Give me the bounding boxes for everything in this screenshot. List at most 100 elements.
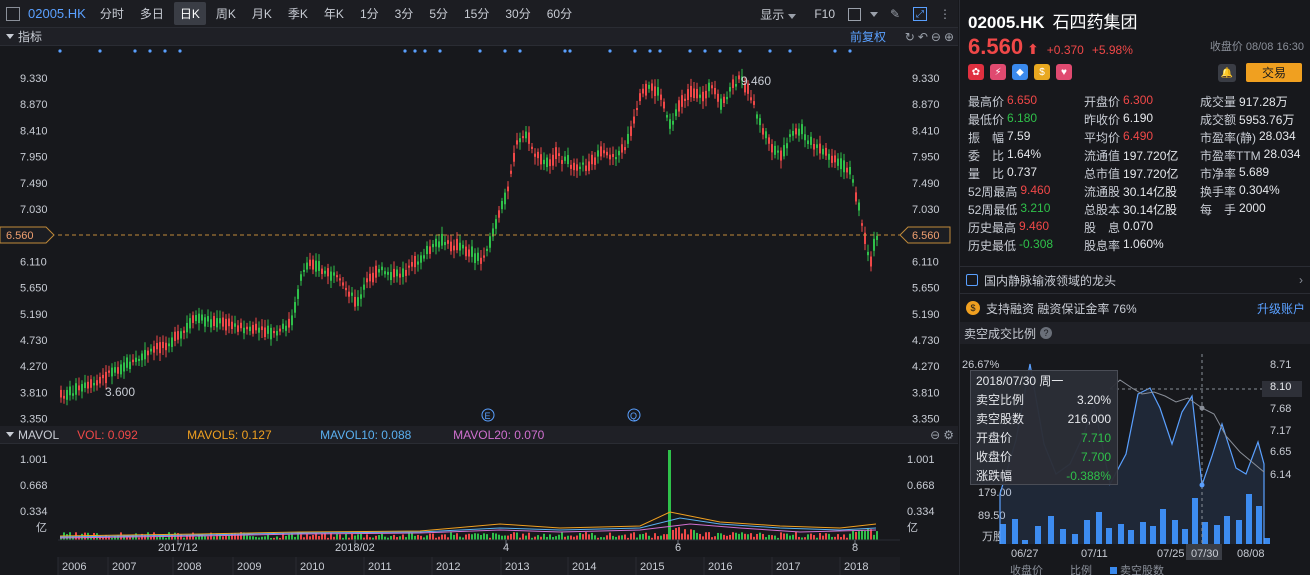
price-chart[interactable]: 9.330 8.870 8.410 7.950 7.490 7.030 6.110 5.650… [0,46,958,426]
candle-body [165,342,167,351]
stat-cell: 每 手 2000 [1200,201,1308,218]
period-daily-k[interactable]: 日K [173,2,206,25]
settings-icon[interactable]: ⚙ [943,427,954,442]
stat-cell: 历史最高 9.460 [968,219,1084,236]
minus-icon[interactable]: ⊖ [930,29,941,44]
candle-body [225,318,227,331]
company-tagline[interactable]: 国内静脉输液领域的龙头 › [960,269,1310,291]
candle-body [393,268,395,278]
dollar-icon[interactable]: $ [1034,64,1050,80]
more-icon[interactable]: ⋮ [939,7,951,21]
period-30min[interactable]: 30分 [505,7,531,21]
undo-icon[interactable]: ↶ [917,29,928,44]
collapse-icon[interactable] [6,34,14,39]
period-60min[interactable]: 60分 [546,7,573,21]
candlesticks [60,68,878,406]
y-tick-label: 7.030 [912,204,940,216]
candle-body [123,362,125,372]
candle-body [744,82,746,93]
y-tick-label: 7.030 [20,204,48,216]
volume-bar [582,534,584,540]
candle-body [351,292,353,296]
period-intraday[interactable]: 分时 [99,7,124,21]
f10-button[interactable]: F10 [814,7,835,21]
candle-body [795,128,797,135]
help-icon[interactable]: ? [1040,327,1053,339]
display-menu[interactable]: 显示 [754,3,806,26]
hk-flag-icon[interactable]: ✿ [968,64,984,80]
stat-cell: 平均价 6.490 [1084,129,1200,146]
period-15min[interactable]: 15分 [464,7,490,21]
tooltip-key: 卖空股数 [976,412,1025,426]
event-marker-e[interactable]: E [481,408,495,422]
indicator-label[interactable]: 指标 [18,30,43,44]
y-tick-label: 4.270 [912,361,940,373]
volume-bar [849,533,851,540]
period-multiday[interactable]: 多日 [139,7,164,21]
tag-icon[interactable]: ◆ [1012,64,1028,80]
volume-ma-lines [59,511,877,539]
y-tick-label: 5.650 [20,283,48,295]
period-1min[interactable]: 1分 [359,7,379,21]
candle-body [762,128,764,135]
rotate-icon[interactable]: ↻ [904,29,915,44]
candle-body [633,116,635,124]
period-weekly-k[interactable]: 周K [215,7,236,21]
event-dot [688,49,692,53]
volume-bar [342,537,344,540]
event-marker-q[interactable]: Q [627,408,641,422]
stat-value: 6.650 [1007,92,1038,107]
volume-bar [267,534,269,540]
plus-icon[interactable]: ⊕ [943,29,954,44]
candle-body [276,330,278,336]
volume-bar [225,535,227,540]
upgrade-account-link[interactable]: 升级账户 [1256,301,1305,316]
volume-bar [324,532,326,540]
year-label: 2014 [572,561,596,573]
sidebar-toggle-icon[interactable] [6,6,20,21]
period-yearly-k[interactable]: 年K [323,7,344,21]
volume-bar [165,537,167,540]
stock-code-tab[interactable]: 02005.HK [28,6,86,21]
candle-body [720,98,722,110]
period-quarterly-k[interactable]: 季K [287,7,308,21]
minus-icon[interactable]: ⊖ [930,427,941,442]
volume-bar [108,536,110,540]
volume-indicator-label[interactable]: MAVOL [18,427,60,442]
expand-icon[interactable]: ⤢ [913,7,927,21]
collapse-icon[interactable] [6,432,14,437]
favorite-heart-icon[interactable]: ♥ [1056,64,1072,80]
volume-bar [159,534,161,540]
volume-bar [717,532,719,540]
period-5min[interactable]: 5分 [429,7,448,21]
draw-pen-icon[interactable]: ✎ [889,7,901,21]
year-label: 2009 [237,561,261,573]
volume-bar [480,535,482,540]
connect-icon[interactable]: ⚡ [990,64,1006,80]
low-annotation: 3.600 [105,385,135,399]
candle-body [102,374,104,379]
alert-bell-icon[interactable]: 🔔 [1218,64,1236,82]
volume-bar [291,532,293,540]
period-monthly-k[interactable]: 月K [251,7,272,21]
volume-bar [420,535,422,540]
candle-body [270,327,272,340]
volume-bar [489,537,491,540]
volume-bar [423,537,425,540]
layout-icon[interactable] [848,7,861,21]
short-sell-chart[interactable]: 26.67% 179.00 89.50 万股 8.71 8.10 7.68 7.17 6.65… [960,344,1310,575]
trade-button[interactable]: 交易 [1246,63,1302,82]
year-scrollbar[interactable] [58,557,900,575]
volume-bar [219,533,221,540]
event-dot [703,49,707,53]
adjust-mode-button[interactable]: 前复权 [849,30,886,44]
period-3min[interactable]: 3分 [394,7,414,21]
volume-bar [402,534,404,540]
candle-body [636,107,638,111]
candle-body [822,148,824,155]
candle-body [711,85,713,89]
volume-chart[interactable]: 1.001 1.001 0.668 0.668 0.334 0.334 亿 亿 2017/12… [0,444,958,575]
volume-bar [156,537,158,540]
chevron-down-icon[interactable] [870,11,878,17]
candle-body [828,153,830,160]
